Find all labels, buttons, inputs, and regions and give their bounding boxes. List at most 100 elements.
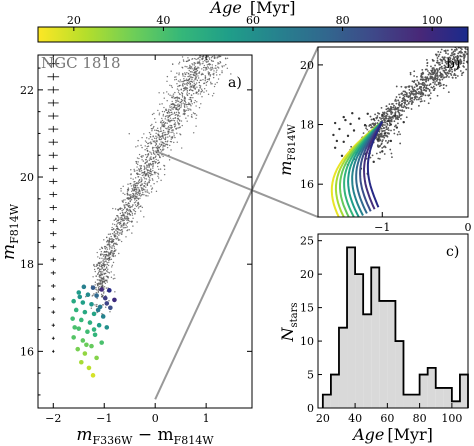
field-star xyxy=(126,204,128,206)
colorbar: 20 40 60 80 100 Age [Myr] xyxy=(37,0,469,43)
field-star xyxy=(198,81,201,84)
field-star xyxy=(204,75,206,77)
field-star xyxy=(169,94,171,96)
field-star xyxy=(216,57,218,59)
field-star xyxy=(171,63,174,65)
field-star xyxy=(136,186,138,188)
field-star-zoom xyxy=(429,92,432,95)
a-ytick-label: 20 xyxy=(20,171,34,184)
field-star-zoom xyxy=(424,68,427,71)
field-star xyxy=(187,103,190,106)
field-star-zoom xyxy=(432,85,435,88)
field-star xyxy=(197,90,200,93)
field-star xyxy=(149,136,152,138)
field-star xyxy=(127,202,130,204)
age-star xyxy=(99,287,104,292)
field-star xyxy=(112,207,114,210)
field-star xyxy=(217,67,220,69)
field-star xyxy=(185,102,187,104)
field-star xyxy=(212,60,215,62)
panel-a-points xyxy=(47,55,232,378)
field-star-zoom xyxy=(376,144,379,147)
field-star xyxy=(155,135,157,137)
field-star xyxy=(118,234,120,236)
field-star-zoom xyxy=(390,110,393,113)
age-star xyxy=(75,346,81,352)
field-star-zoom xyxy=(424,89,427,92)
field-star-zoom xyxy=(416,79,419,82)
field-star xyxy=(101,284,103,286)
field-star-zoom xyxy=(432,72,435,75)
field-star xyxy=(159,156,161,159)
field-star xyxy=(130,173,132,176)
field-star xyxy=(100,261,103,263)
field-star xyxy=(114,218,117,221)
field-star xyxy=(144,140,147,142)
age-star xyxy=(90,285,96,291)
field-star xyxy=(131,232,133,234)
field-star-zoom xyxy=(385,126,388,129)
field-star-zoom xyxy=(463,57,465,60)
field-star xyxy=(135,199,138,202)
field-star xyxy=(92,276,94,278)
field-star xyxy=(162,131,164,134)
field-star-zoom xyxy=(421,78,423,81)
field-star-zoom xyxy=(453,57,456,60)
field-star xyxy=(176,104,179,106)
field-star-zoom xyxy=(413,75,416,77)
field-star xyxy=(149,151,151,153)
field-star xyxy=(143,168,145,171)
field-star xyxy=(167,93,170,95)
field-star-zoom xyxy=(450,63,453,65)
field-star xyxy=(160,120,162,122)
field-star xyxy=(164,145,167,147)
zoom-star xyxy=(333,146,337,150)
field-star xyxy=(183,113,186,116)
field-star xyxy=(106,263,109,266)
field-star xyxy=(144,183,147,185)
field-star xyxy=(174,114,176,116)
field-star xyxy=(189,84,191,86)
field-star xyxy=(157,130,159,132)
field-star xyxy=(119,232,121,234)
field-star xyxy=(162,144,164,146)
field-star-zoom xyxy=(430,77,433,80)
field-star-zoom xyxy=(459,61,462,64)
panel-b-frame xyxy=(317,46,469,218)
field-star xyxy=(136,221,138,223)
age-star xyxy=(89,343,94,349)
field-star xyxy=(208,79,210,81)
field-star-zoom xyxy=(424,94,427,97)
field-star xyxy=(175,128,177,130)
field-star xyxy=(154,162,157,164)
field-star xyxy=(189,103,191,105)
field-star xyxy=(147,195,149,197)
field-star xyxy=(157,146,160,149)
field-star-zoom xyxy=(411,80,414,83)
field-star xyxy=(173,120,176,122)
field-star xyxy=(146,150,149,152)
field-star-zoom xyxy=(452,55,455,58)
field-star xyxy=(183,87,185,89)
field-star xyxy=(174,97,176,99)
field-star xyxy=(153,158,155,160)
field-star xyxy=(101,257,103,259)
age-star xyxy=(72,325,77,330)
field-star xyxy=(105,260,107,262)
field-star xyxy=(106,275,109,278)
field-star-zoom xyxy=(403,110,405,112)
field-star-zoom xyxy=(417,98,420,101)
field-star xyxy=(85,296,87,298)
field-star xyxy=(192,112,195,114)
field-star-zoom xyxy=(391,103,393,105)
field-star xyxy=(197,75,199,77)
field-star xyxy=(97,256,99,258)
field-star xyxy=(164,143,167,145)
field-star xyxy=(170,120,172,122)
field-star xyxy=(94,281,97,283)
field-star xyxy=(100,273,102,275)
a-ytick-label: 22 xyxy=(20,84,34,97)
field-star xyxy=(174,125,176,128)
field-star-zoom xyxy=(381,139,384,141)
